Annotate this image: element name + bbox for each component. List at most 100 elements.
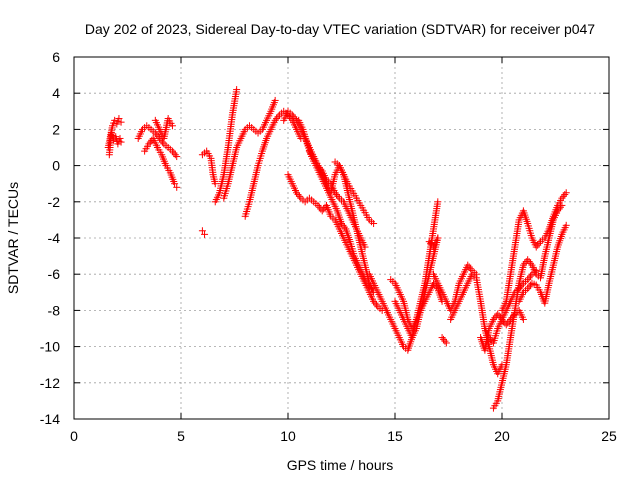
data-point [111,116,119,124]
data-point [168,122,176,130]
data-point-sample [315,163,323,171]
data-point-sample [317,165,325,173]
data-point [318,207,326,215]
data-point-sample [334,192,342,200]
data-point [338,220,345,228]
axis-ticks-layer [73,56,610,420]
y-tick-label: 4 [52,85,60,101]
data-point-sample [320,205,328,213]
x-tick-label: 15 [387,428,403,444]
data-point-sample [291,115,299,123]
data-point [562,189,570,197]
x-tick-label: 10 [280,428,296,444]
data-point-sample [294,191,302,199]
chart-title: Day 202 of 2023, Sidereal Day-to-day VTE… [85,21,595,37]
data-point [532,243,540,251]
data-point [434,234,442,242]
data-point [370,297,378,305]
data-point [519,261,527,269]
data-point-sample [504,319,512,327]
data-point [117,138,125,146]
data-point-sample [559,192,567,200]
data-point [201,230,209,238]
y-tick-label: 0 [52,158,60,174]
data-point-sample [441,337,449,345]
data-point [117,118,125,126]
y-tick-label: 6 [52,49,60,65]
x-tick-label: 0 [70,428,78,444]
data-point [370,220,378,228]
data-point [498,315,506,323]
data-point-sample [497,314,505,322]
data-point [314,201,322,209]
data-point-sample [170,149,178,157]
data-point-sample [465,263,473,271]
data-point [361,243,369,251]
data-point-sample [171,151,179,159]
data-point [464,261,472,269]
data-point-sample [525,258,533,266]
data-point-sample [561,191,569,199]
data-point-sample [440,335,448,343]
data-marks-layer [104,86,570,412]
data-point [438,334,446,342]
data-point [288,111,296,119]
data-point-sample [290,113,298,121]
data-point [198,227,206,235]
data-point-sample [339,221,347,229]
data-point [425,238,433,246]
y-tick-label: -14 [40,411,60,427]
data-point [110,136,118,144]
data-point [524,256,532,264]
tick-labels-layer: 0 5 10 15 20 25 -14 -12 -10 -8 -6 -4 -2 0 2 4 6 [40,49,617,444]
data-point [524,285,532,293]
y-tick-label: -4 [48,230,61,246]
y-tick-label: -12 [40,375,60,391]
data-point [173,183,181,191]
y-tick-label: 2 [52,121,60,137]
data-point [502,321,510,329]
data-point [314,162,322,170]
data-point [562,221,570,229]
data-point-sample [273,115,281,123]
data-point [489,315,497,323]
data-point-sample [158,138,166,146]
y-tick-label: -8 [48,302,61,318]
x-tick-label: 5 [177,428,185,444]
x-axis-title: GPS time / hours [287,457,394,473]
data-point-sample [527,272,535,280]
data-point [293,189,301,197]
data-point-sample [527,259,535,267]
data-point-sample [372,301,380,309]
data-point-sample [295,192,303,200]
data-point [168,147,176,155]
data-point [233,86,241,94]
data-point [211,180,219,188]
data-point [519,315,527,323]
data-point-sample [534,241,542,249]
data-point [171,180,179,188]
data-point-sample [333,191,341,199]
y-tick-label: -2 [48,194,61,210]
data-point [434,198,442,206]
data-point-sample [525,283,533,291]
data-point-sample [535,239,543,247]
data-point [442,339,450,347]
data-point [558,194,566,202]
y-axis-title: SDTVAR / TECUs [5,182,21,294]
data-point-sample [153,131,161,139]
x-tick-label: 20 [494,428,510,444]
data-point-sample [371,299,379,307]
data-point-sample [427,239,435,247]
data-point [494,310,502,318]
y-tick-label: -6 [48,266,61,282]
y-tick-label: -10 [40,339,60,355]
data-point-sample [366,283,374,291]
data-point-sample [467,265,475,273]
data-point-sample [525,274,533,282]
data-point [524,276,532,284]
data-point-sample [274,113,282,121]
data-point [151,129,159,137]
data-point [145,140,153,148]
